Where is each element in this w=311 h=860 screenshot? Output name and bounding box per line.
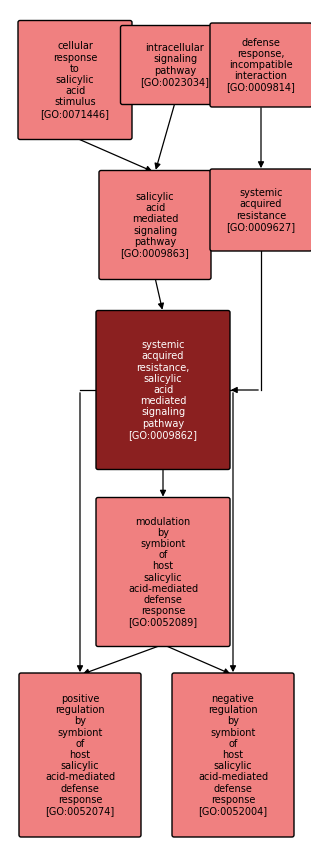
FancyBboxPatch shape xyxy=(19,673,141,837)
FancyBboxPatch shape xyxy=(99,170,211,280)
Text: modulation
by
symbiont
of
host
salicylic
acid-mediated
defense
response
[GO:0052: modulation by symbiont of host salicylic… xyxy=(128,517,198,628)
Text: negative
regulation
by
symbiont
of
host
salicylic
acid-mediated
defense
response: negative regulation by symbiont of host … xyxy=(198,694,268,816)
Text: systemic
acquired
resistance
[GO:0009627]: systemic acquired resistance [GO:0009627… xyxy=(226,188,295,232)
Text: cellular
response
to
salicylic
acid
stimulus
[GO:0071446]: cellular response to salicylic acid stim… xyxy=(40,41,109,119)
Text: positive
regulation
by
symbiont
of
host
salicylic
acid-mediated
defense
response: positive regulation by symbiont of host … xyxy=(45,694,115,816)
FancyBboxPatch shape xyxy=(120,26,230,105)
Text: systemic
acquired
resistance,
salicylic
acid
mediated
signaling
pathway
[GO:0009: systemic acquired resistance, salicylic … xyxy=(128,341,197,439)
Text: intracellular
signaling
pathway
[GO:0023034]: intracellular signaling pathway [GO:0023… xyxy=(141,43,210,87)
FancyBboxPatch shape xyxy=(96,310,230,470)
Text: defense
response,
incompatible
interaction
[GO:0009814]: defense response, incompatible interacti… xyxy=(226,38,295,92)
Text: salicylic
acid
mediated
signaling
pathway
[GO:0009863]: salicylic acid mediated signaling pathwa… xyxy=(121,192,189,258)
FancyBboxPatch shape xyxy=(96,497,230,647)
FancyBboxPatch shape xyxy=(210,169,311,251)
FancyBboxPatch shape xyxy=(210,23,311,107)
FancyBboxPatch shape xyxy=(172,673,294,837)
FancyBboxPatch shape xyxy=(18,21,132,139)
